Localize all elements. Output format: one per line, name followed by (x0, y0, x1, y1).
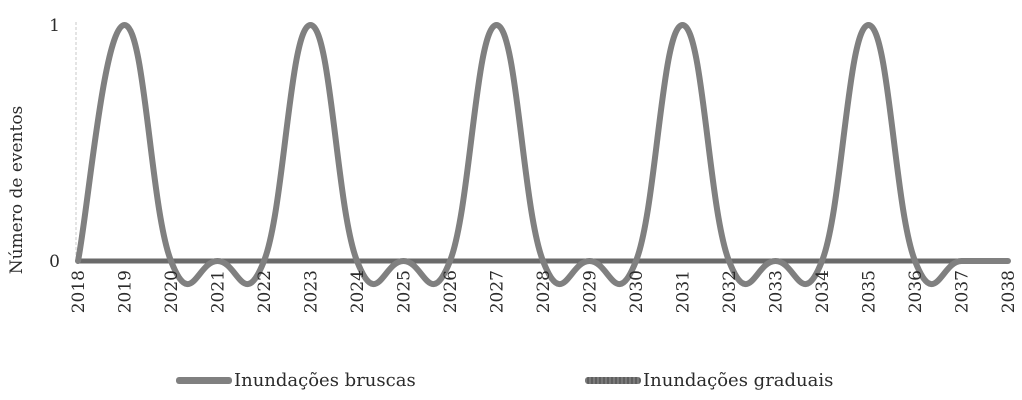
x-tick-label: 2032 (720, 270, 740, 313)
legend-item-series-1: Inundações bruscas (176, 370, 416, 391)
x-tick-label: 2036 (906, 270, 926, 313)
x-tick-label: 2018 (69, 270, 89, 313)
y-tick-label: 0 (49, 252, 60, 272)
x-tick-label: 2034 (813, 270, 833, 313)
x-tick-label: 2019 (116, 270, 136, 313)
x-tick-label: 2030 (627, 270, 647, 313)
x-tick-label: 2021 (209, 270, 229, 313)
y-ticks: 01 (49, 16, 60, 272)
x-ticks: 2018 2019 2020 2021 2022 2023 2024 2025 2026 2027… (69, 270, 1019, 313)
legend-swatch-series-2 (585, 377, 641, 384)
x-tick-label: 2023 (302, 270, 322, 313)
x-tick-label: 2027 (488, 270, 508, 313)
x-tick-label: 2022 (255, 270, 275, 313)
x-tick-label: 2037 (953, 270, 973, 313)
series-layer (75, 22, 1011, 287)
y-axis-label: Número de eventos (7, 106, 27, 275)
legend-label-series-2: Inundações graduais (643, 370, 834, 391)
legend: Inundações bruscas Inundações graduais (0, 370, 1022, 398)
x-tick-label: 2029 (581, 270, 601, 313)
series-line-1 (75, 22, 1011, 287)
x-tick-label: 2038 (999, 270, 1019, 313)
x-tick-label: 2026 (441, 270, 461, 313)
x-tick-label: 2020 (162, 270, 182, 313)
line-chart: Número de eventos 01 2018 2019 2020 2021 202… (7, 16, 1019, 313)
x-tick-label: 2031 (674, 270, 694, 313)
x-tick-label: 2028 (534, 270, 554, 313)
x-tick-label: 2035 (860, 270, 880, 313)
legend-label-series-1: Inundações bruscas (234, 370, 416, 391)
legend-swatch-series-1 (176, 377, 232, 384)
legend-item-series-2: Inundações graduais (585, 370, 833, 391)
y-tick-label: 1 (49, 16, 60, 36)
x-tick-label: 2024 (348, 270, 368, 313)
x-tick-label: 2033 (767, 270, 787, 313)
x-tick-label: 2025 (395, 270, 415, 313)
